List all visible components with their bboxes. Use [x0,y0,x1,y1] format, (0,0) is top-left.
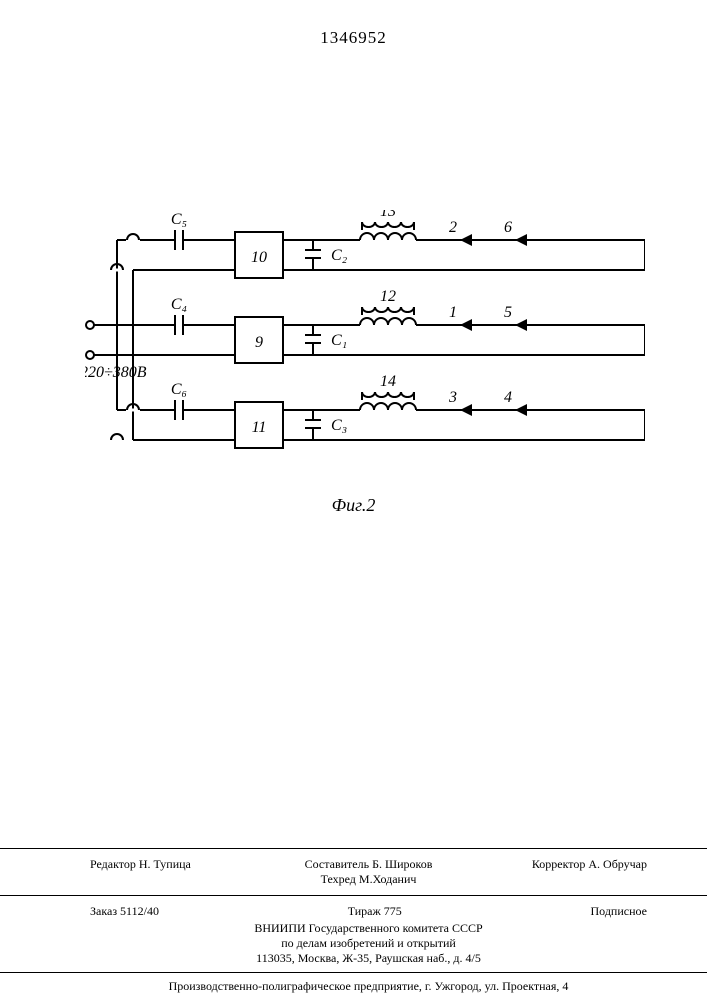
footer: Редактор Н. Тупица Составитель Б. Широко… [0,848,707,1000]
print-run-label: Тираж 775 [348,904,402,919]
press-line: Производственно-полиграфическое предприя… [90,979,647,994]
org-line2: по делам изобретений и открытий [90,936,647,951]
svg-text:С₂: С₂ [331,247,348,264]
svg-text:9: 9 [255,334,263,351]
org-line1: ВНИИПИ Государственного комитета СССР [90,921,647,936]
svg-text:13: 13 [380,210,396,220]
org-line3: 113035, Москва, Ж-35, Раушская наб., д. … [90,951,647,966]
svg-text:3: 3 [448,389,457,406]
svg-text:220÷380В: 220÷380В [85,364,147,381]
svg-text:10: 10 [251,249,267,266]
compiler-label: Составитель Б. Широков [305,857,433,871]
subscription-label: Подписное [591,904,648,919]
figure-caption: Фиг.2 [332,495,376,516]
editor-label: Редактор Н. Тупица [90,857,276,887]
svg-text:14: 14 [380,373,396,390]
svg-text:1: 1 [449,304,457,321]
svg-text:С₁: С₁ [331,332,347,349]
svg-text:С₄: С₄ [171,296,187,313]
svg-text:11: 11 [252,419,267,436]
svg-text:С₃: С₃ [331,417,347,434]
svg-text:С₆: С₆ [171,381,187,398]
svg-text:5: 5 [504,304,512,321]
corrector-label: Корректор А. Обручар [461,857,647,887]
techred-label: Техред М.Ходанич [321,872,417,886]
svg-text:4: 4 [504,389,512,406]
order-label: Заказ 5112/40 [90,904,159,919]
svg-text:2: 2 [449,219,457,236]
page-number: 1346952 [320,28,387,48]
svg-text:С₅: С₅ [171,211,187,228]
svg-text:6: 6 [504,219,512,236]
circuit-diagram: 220÷380В С₅ 10 С₂ 13 2 6 С₄ 9 С₁ 12 1 5 С₆ 11 С₃ 14 3 4 [85,210,645,490]
svg-text:12: 12 [380,288,396,305]
